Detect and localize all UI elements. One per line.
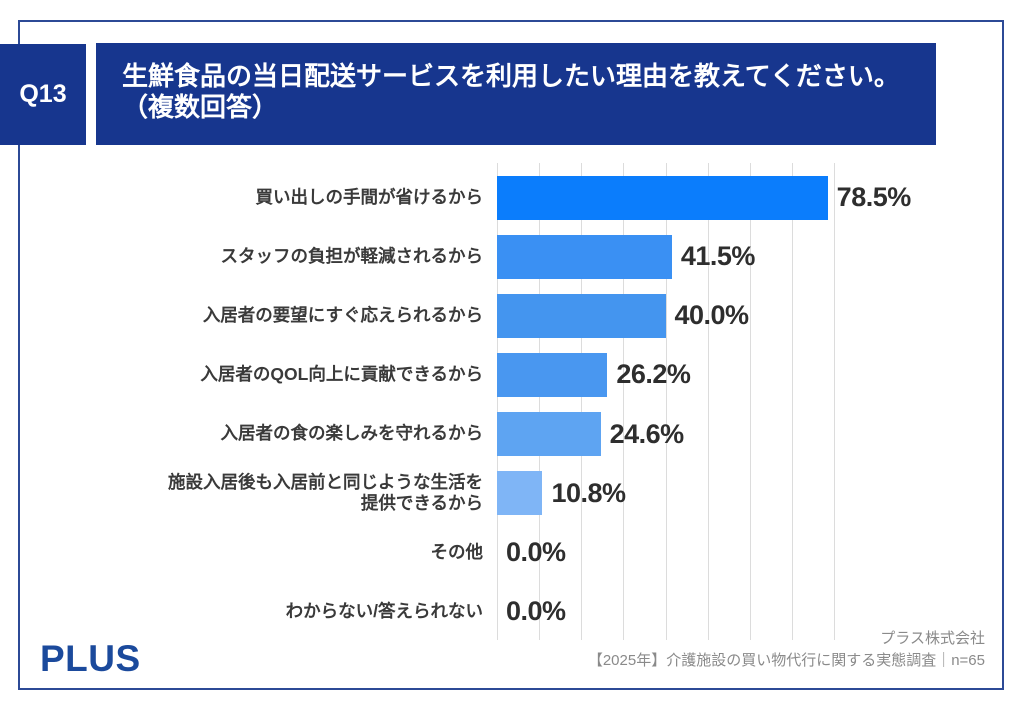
value-label: 78.5%: [836, 182, 912, 213]
chart-row: その他 0.0%: [0, 523, 1004, 582]
question-number-badge: Q13: [0, 44, 86, 145]
bar: [497, 352, 608, 397]
chart-row: 入居者の食の楽しみを守れるから 24.6%: [0, 405, 1004, 464]
axis-gridline: [749, 163, 751, 640]
bar-zone: 10.8%: [497, 464, 1004, 523]
bar: [497, 175, 828, 220]
value-label: 41.5%: [680, 241, 756, 272]
bar: [497, 412, 601, 457]
category-label: 入居者の食の楽しみを守れるから: [220, 423, 484, 444]
axis-gridline: [623, 163, 625, 640]
bar-zone: 0.0%: [497, 523, 1004, 582]
bar-zone: 41.5%: [497, 227, 1004, 286]
bar-zone: 24.6%: [497, 405, 1004, 464]
company-name: プラス株式会社: [880, 630, 985, 647]
axis-gridline: [791, 163, 793, 640]
axis-gridline: [539, 163, 541, 640]
bar-zone: 26.2%: [497, 345, 1004, 404]
source-credit: プラス株式会社 【2025年】介護施設の買い物代行に関する実態調査｜n=65: [588, 628, 985, 672]
axis-gridline: [665, 163, 667, 640]
category-label: 入居者の要望にすぐ応えられるから: [202, 305, 483, 326]
axis-gridline: [707, 163, 709, 640]
bar-chart: 買い出しの手間が省けるから 78.5% スタッフの負担が軽減されるから 41.5% 入居…: [0, 163, 1004, 640]
value-label: 24.6%: [609, 418, 685, 449]
chart-row: スタッフの負担が軽減されるから 41.5%: [0, 227, 1004, 286]
category-label: 入居者のQOL向上に貢献できるから: [200, 364, 483, 385]
bar: [497, 234, 672, 279]
category-label: 買い出しの手間が省けるから: [255, 186, 484, 207]
plus-logo: PLUS: [40, 638, 141, 679]
chart-row: 入居者のQOL向上に貢献できるから 26.2%: [0, 345, 1004, 404]
chart-row: 入居者の要望にすぐ応えられるから 40.0%: [0, 286, 1004, 345]
chart-row: 買い出しの手間が省けるから 78.5%: [0, 168, 1004, 227]
bar-zone: 40.0%: [497, 286, 1004, 345]
question-title: 生鮮食品の当日配送サービスを利用したい理由を教えてください。 （複数回答）: [96, 43, 936, 145]
category-label: スタッフの負担が軽減されるから: [220, 246, 484, 267]
category-label: わからない/答えられない: [285, 600, 483, 621]
axis-gridline: [834, 163, 835, 640]
chart-row: 施設入居後も入居前と同じような生活を 提供できるから 10.8%: [0, 464, 1004, 523]
bar: [497, 471, 543, 516]
slide-frame-border: [18, 20, 1004, 690]
category-label: 施設入居後も入居前と同じような生活を 提供できるから: [168, 471, 483, 514]
chart-rows: 買い出しの手間が省けるから 78.5% スタッフの負担が軽減されるから 41.5% 入居…: [0, 168, 1004, 641]
bar: [497, 293, 666, 338]
value-label: 0.0%: [506, 536, 566, 567]
survey-caption: 【2025年】介護施設の買い物代行に関する実態調査｜n=65: [587, 652, 985, 669]
category-label: その他: [430, 541, 484, 562]
value-label: 40.0%: [674, 300, 750, 331]
axis-gridline: [497, 163, 498, 640]
bar-zone: 78.5%: [497, 168, 1004, 227]
bar-zone: 0.0%: [497, 582, 1004, 641]
chart-row: わからない/答えられない 0.0%: [0, 582, 1004, 641]
axis-gridline: [581, 163, 583, 640]
value-label: 0.0%: [506, 595, 566, 626]
value-label: 10.8%: [551, 477, 626, 508]
value-label: 26.2%: [616, 359, 691, 390]
